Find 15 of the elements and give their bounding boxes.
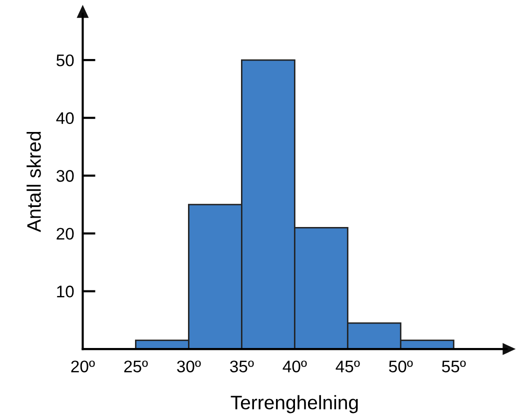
x-tick-label: 25º	[124, 360, 148, 372]
x-tick-label: 45º	[336, 360, 360, 372]
x-tick-label: 50º	[389, 360, 413, 372]
x-tick-label: 20º	[71, 360, 95, 372]
x-tick-label: 55º	[442, 360, 466, 372]
x-axis-title: Terrenghelning	[230, 395, 358, 414]
y-tick-label: 50	[56, 54, 74, 66]
x-tick-label: 35º	[230, 360, 254, 372]
y-tick-label: 30	[56, 170, 74, 182]
x-tick-label: 30º	[177, 360, 201, 372]
y-tick-label: 40	[56, 112, 74, 124]
y-tick-label: 20	[56, 228, 74, 240]
y-tick-label: 10	[57, 286, 74, 298]
x-tick-label: 40º	[282, 360, 307, 372]
y-axis-title: Antall skred	[26, 132, 41, 232]
